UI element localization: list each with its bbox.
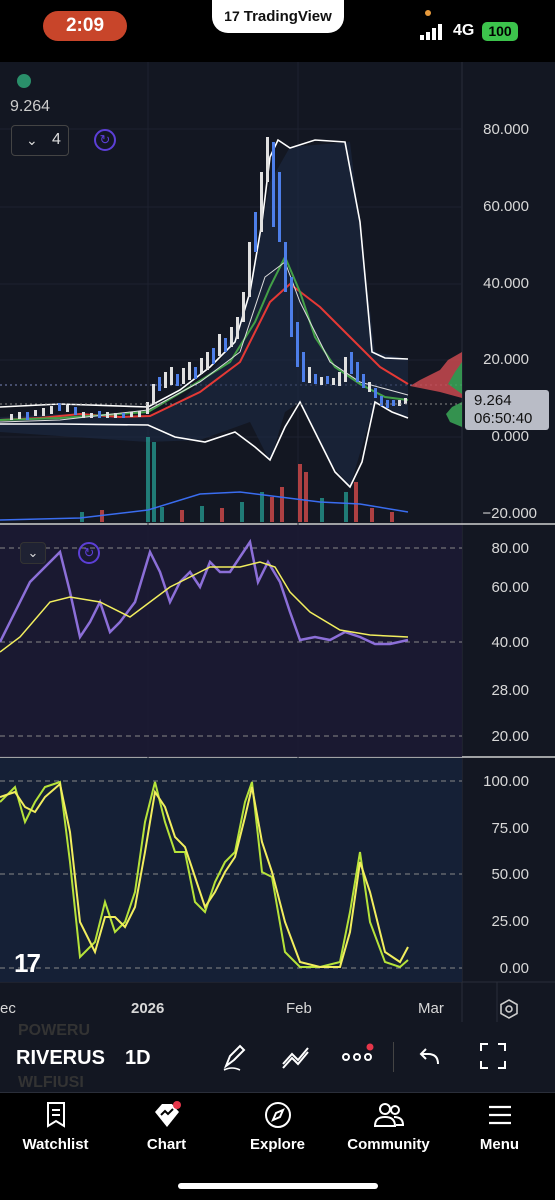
- nav-explore-label: Explore: [249, 1136, 306, 1153]
- stoch-d: [0, 782, 409, 968]
- chevron-down-icon: ⌄: [26, 132, 38, 148]
- symbol-name[interactable]: RIVERUS: [16, 1047, 105, 1069]
- toolbar-divider: [393, 1042, 394, 1072]
- interval-selector[interactable]: 1D: [125, 1047, 151, 1069]
- watchlist-icon: [46, 1102, 65, 1128]
- ma-white: [0, 261, 409, 423]
- status-time: 2:09: [43, 11, 127, 41]
- ma-red: [0, 282, 409, 421]
- symbol-ghost-top: POWERU: [18, 1022, 90, 1039]
- candles: [10, 137, 407, 420]
- rsi-background: [0, 525, 462, 757]
- volume-profile: [410, 352, 462, 427]
- fullscreen-icon[interactable]: [479, 1042, 507, 1070]
- stoch-axis-tick: 50.00: [491, 866, 529, 883]
- bollinger-upper: [0, 138, 409, 408]
- rsi-axis-tick: 40.00: [491, 634, 529, 651]
- price-label: 9.264: [10, 98, 51, 115]
- volume-bars: [80, 437, 394, 522]
- nav-explore[interactable]: Explore: [222, 1100, 333, 1153]
- price-axis-tick: 20.000: [483, 351, 529, 368]
- price-axis-tick: 60.000: [483, 198, 529, 215]
- nav-chart[interactable]: Chart: [111, 1100, 222, 1153]
- symbol-ghost-bottom: WLFIUSI: [18, 1074, 84, 1091]
- symbol-toolbar: POWERU RIVERUS WLFIUSI 1D: [0, 1022, 555, 1092]
- network-type: 4G: [453, 22, 475, 39]
- rsi-collapse-chevron-icon[interactable]: ⌄: [20, 542, 46, 564]
- app-brand-pill[interactable]: 17 TradingView: [212, 0, 344, 33]
- nav-community[interactable]: Community: [333, 1100, 444, 1153]
- rsi-line: [0, 538, 409, 646]
- indicators-toggle[interactable]: ⌄ 4: [11, 125, 69, 156]
- bottom-navigation: [0, 1092, 555, 1200]
- stoch-axis-tick: 25.00: [491, 913, 529, 930]
- current-price-tag: 9.264 06:50:40: [465, 390, 549, 430]
- nav-menu-label: Menu: [479, 1136, 520, 1153]
- menu-icon: [488, 1105, 511, 1125]
- current-price: 9.264: [474, 392, 512, 409]
- pen-draw-icon[interactable]: [220, 1042, 250, 1072]
- indicator-count: 4: [52, 131, 61, 148]
- volume-ma: [0, 491, 409, 521]
- stoch-axis-tick: 75.00: [491, 820, 529, 837]
- nav-menu[interactable]: Menu: [444, 1100, 555, 1153]
- time-axis-label: 2026: [131, 1000, 165, 1017]
- tradingview-logo-icon: 17: [224, 8, 240, 24]
- tradingview-watermark-icon: 17: [14, 948, 41, 978]
- nav-watchlist[interactable]: Watchlist: [0, 1100, 111, 1153]
- community-icon: [373, 1103, 404, 1127]
- time-axis-label: Mar: [418, 1000, 444, 1017]
- bollinger-fill: [0, 142, 408, 487]
- market-status-dot: [17, 74, 31, 88]
- home-indicator[interactable]: [178, 1183, 378, 1189]
- price-axis-tick: 0.000: [491, 428, 529, 445]
- privacy-indicator-dot: [425, 10, 431, 16]
- undo-icon[interactable]: [418, 1044, 444, 1070]
- stoch-k: [0, 780, 409, 969]
- stoch-background: [0, 758, 462, 982]
- battery-indicator: 100: [482, 22, 518, 41]
- brand-name: TradingView: [243, 8, 332, 25]
- compass-icon: [264, 1102, 291, 1128]
- stoch-axis-tick: 0.00: [499, 960, 529, 977]
- trend-lines-icon[interactable]: [280, 1042, 312, 1072]
- nav-chart-label: Chart: [146, 1136, 187, 1153]
- nav-community-label: Community: [347, 1136, 430, 1153]
- stoch-axis-tick: 100.00: [483, 773, 529, 790]
- chart-canvas[interactable]: [0, 62, 555, 1022]
- ma-green: [0, 254, 409, 421]
- signal-icon: [420, 24, 442, 40]
- rsi-axis-tick: 60.00: [491, 579, 529, 596]
- rsi-sync-icon[interactable]: ↻: [78, 542, 100, 564]
- chart-settings-icon[interactable]: [498, 998, 520, 1020]
- time-axis-label: ec: [0, 1000, 16, 1017]
- price-axis-tick: 40.000: [483, 275, 529, 292]
- rsi-axis-tick: 28.00: [491, 682, 529, 699]
- nav-watchlist-label: Watchlist: [22, 1136, 89, 1153]
- rsi-axis-tick: 80.00: [491, 540, 529, 557]
- bar-countdown: 06:50:40: [474, 410, 533, 427]
- sync-icon[interactable]: ↻: [94, 129, 116, 151]
- more-options-icon[interactable]: [340, 1042, 376, 1072]
- status-bar: 2:09 17 TradingView 4G 100: [0, 0, 555, 62]
- price-axis-tick: 80.000: [483, 121, 529, 138]
- rsi-ma: [0, 561, 409, 653]
- chart-icon: [154, 1101, 181, 1127]
- rsi-axis-tick: 20.00: [491, 728, 529, 745]
- price-axis-tick: −20.000: [482, 505, 537, 522]
- time-axis-label: Feb: [286, 1000, 312, 1017]
- bollinger-lower: [0, 400, 409, 489]
